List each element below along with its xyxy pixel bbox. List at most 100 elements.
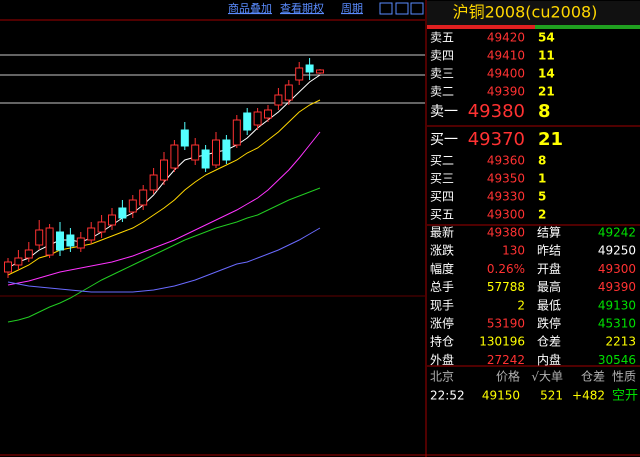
order-price: 49350 bbox=[487, 172, 525, 186]
tick-cell: +482 bbox=[572, 389, 605, 403]
order-volume: 54 bbox=[538, 31, 555, 45]
order-label: 买一 bbox=[430, 132, 458, 148]
tick-header: 北京 bbox=[430, 370, 454, 384]
stat-label: 最高 bbox=[537, 279, 561, 294]
toolbar-button[interactable]: 查看期权 bbox=[280, 1, 324, 15]
candle-body bbox=[4, 261, 12, 273]
order-label: 卖四 bbox=[430, 49, 454, 63]
stat-label: 仓差 bbox=[537, 335, 561, 349]
candle-body bbox=[128, 199, 137, 213]
title-bar bbox=[427, 1, 640, 25]
candle-body bbox=[76, 237, 85, 249]
tick-header: 性质 bbox=[612, 370, 636, 384]
candle-body bbox=[160, 159, 168, 181]
stat-value: 130 bbox=[502, 244, 525, 258]
order-label: 买三 bbox=[430, 172, 454, 186]
stat-label: 内盘 bbox=[537, 352, 561, 367]
moving-average bbox=[7, 131, 321, 286]
stat-value: 53190 bbox=[487, 317, 525, 331]
stat-value: 49380 bbox=[487, 226, 525, 240]
candle-body bbox=[170, 144, 179, 169]
candle-body bbox=[56, 231, 64, 251]
order-price: 49370 bbox=[468, 129, 525, 150]
order-volume: 21 bbox=[538, 85, 555, 99]
stat-label: 幅度 bbox=[430, 261, 454, 276]
order-volume: 8 bbox=[538, 154, 546, 168]
tick-header: 仓差 bbox=[581, 370, 605, 384]
order-volume: 21 bbox=[538, 129, 563, 150]
order-price: 49380 bbox=[468, 101, 525, 122]
moving-average bbox=[7, 187, 321, 323]
order-volume: 14 bbox=[538, 67, 555, 81]
toolbar-icons[interactable] bbox=[379, 2, 424, 15]
order-label: 卖一 bbox=[430, 104, 458, 120]
sell-strength bbox=[427, 25, 535, 29]
moving-average bbox=[7, 227, 321, 293]
candle-body bbox=[180, 129, 189, 147]
stat-value: 2213 bbox=[605, 335, 636, 349]
stat-value: 49300 bbox=[598, 262, 636, 276]
candle-body bbox=[87, 227, 96, 241]
candle-body bbox=[149, 174, 158, 191]
candle-body bbox=[191, 144, 200, 161]
candle-body bbox=[295, 67, 304, 81]
order-volume: 2 bbox=[538, 208, 546, 222]
candle-body bbox=[222, 139, 231, 161]
candle-body bbox=[212, 139, 220, 166]
stat-value: 49250 bbox=[598, 244, 636, 258]
candle-body bbox=[264, 109, 272, 119]
order-label: 卖五 bbox=[430, 31, 454, 45]
order-price: 49360 bbox=[487, 154, 525, 168]
stat-value: 130196 bbox=[479, 335, 525, 349]
tick-cell: 49150 bbox=[482, 389, 520, 403]
stat-label: 外盘 bbox=[430, 352, 454, 367]
stat-value: 49242 bbox=[598, 226, 636, 240]
order-label: 卖二 bbox=[430, 85, 454, 99]
toolbar-button[interactable]: 商品叠加 bbox=[228, 1, 272, 15]
order-volume: 5 bbox=[538, 190, 546, 204]
stat-label: 涨停 bbox=[430, 316, 454, 331]
quote-title: 沪铜2008(cu2008) bbox=[453, 3, 598, 22]
stat-label: 开盘 bbox=[537, 261, 561, 276]
stat-label: 总手 bbox=[430, 280, 454, 294]
order-volume: 1 bbox=[538, 172, 546, 186]
candle-body bbox=[108, 214, 116, 226]
tick-header: 价格 bbox=[496, 369, 520, 384]
stat-label: 结算 bbox=[537, 225, 561, 240]
tick-cell: 空开 bbox=[612, 389, 638, 404]
candle-body bbox=[35, 229, 44, 246]
candle-body bbox=[66, 234, 75, 247]
stat-value: 27242 bbox=[487, 353, 525, 367]
stat-value: 45310 bbox=[598, 317, 636, 331]
order-label: 卖三 bbox=[430, 67, 454, 81]
stat-value: 49390 bbox=[598, 280, 636, 294]
stat-label: 跌停 bbox=[537, 316, 561, 331]
order-label: 买二 bbox=[430, 154, 454, 168]
order-price: 49410 bbox=[487, 49, 525, 63]
candle-body bbox=[45, 227, 54, 256]
stat-label: 最新 bbox=[430, 225, 454, 240]
tick-cell: 521 bbox=[540, 389, 563, 403]
order-price: 49300 bbox=[487, 208, 525, 222]
stat-value: 49130 bbox=[598, 298, 636, 312]
order-price: 49420 bbox=[487, 31, 525, 45]
order-volume: 11 bbox=[538, 49, 555, 63]
candle-body bbox=[243, 112, 252, 131]
candle-body bbox=[118, 207, 127, 219]
candle-body bbox=[274, 94, 283, 106]
tick-header: √大单 bbox=[531, 370, 563, 384]
tick-cell: 22:52 bbox=[430, 389, 465, 403]
candle-body bbox=[97, 221, 106, 233]
stat-value: 2 bbox=[517, 298, 525, 312]
stat-label: 昨结 bbox=[537, 244, 561, 258]
toolbar-button[interactable]: 周期 bbox=[341, 2, 363, 15]
order-label: 买五 bbox=[430, 208, 454, 222]
candle-body bbox=[232, 119, 241, 146]
stat-value: 57788 bbox=[487, 280, 525, 294]
price-lines bbox=[0, 54, 425, 104]
candle-body bbox=[24, 249, 33, 259]
stat-value: 0.26% bbox=[487, 262, 525, 276]
order-volume: 8 bbox=[538, 101, 551, 122]
stat-value: 30546 bbox=[598, 353, 636, 367]
